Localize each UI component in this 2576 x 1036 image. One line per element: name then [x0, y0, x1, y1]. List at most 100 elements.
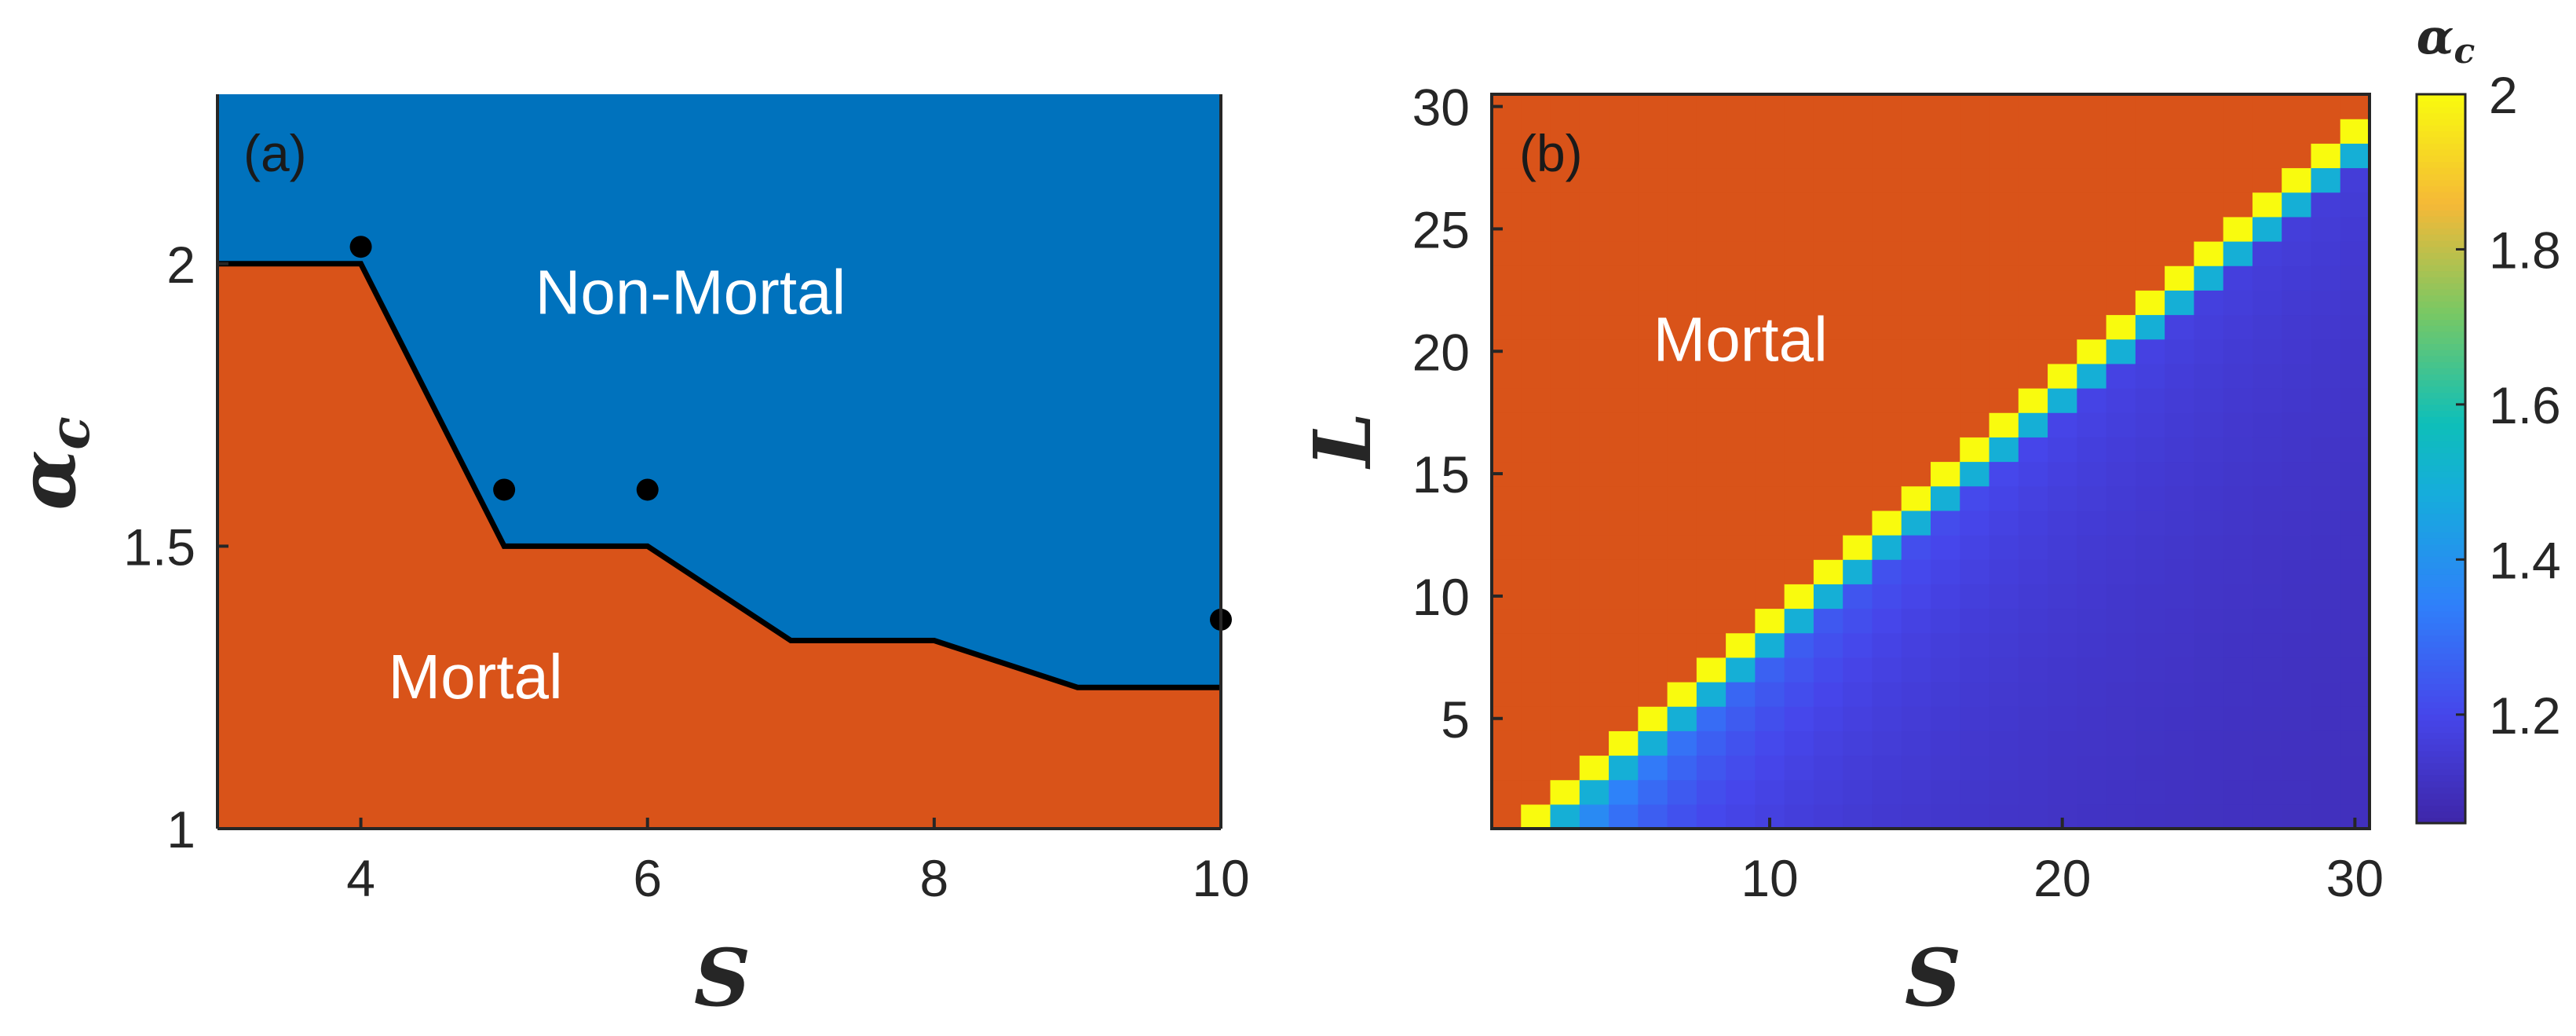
heatmap-cell — [2252, 388, 2282, 413]
colorbar-swatch — [2417, 324, 2465, 332]
heatmap-cell — [1696, 119, 1726, 144]
colorbar-swatch — [2417, 622, 2465, 630]
heatmap-cell — [1813, 608, 1843, 634]
heatmap-cell — [1521, 241, 1551, 266]
heatmap-cell — [2077, 632, 2107, 658]
heatmap-cell — [2018, 241, 2048, 266]
heatmap-cell — [2340, 265, 2370, 291]
heatmap-cell — [1521, 755, 1551, 781]
heatmap-cell — [1492, 363, 1522, 389]
heatmap-cell — [2282, 167, 2312, 193]
heatmap-cell — [2282, 608, 2312, 634]
heatmap-cell — [1755, 608, 1785, 634]
heatmap-cell — [1989, 314, 2019, 340]
heatmap-cell — [1726, 412, 1756, 437]
colorbar-swatch — [2417, 537, 2465, 545]
colorbar-swatch — [2417, 282, 2465, 290]
heatmap-cell — [1931, 167, 1960, 193]
heatmap-cell — [2018, 94, 2048, 119]
heatmap-cell — [2048, 584, 2077, 610]
heatmap-cell — [1638, 363, 1668, 389]
heatmap-cell — [1638, 461, 1668, 487]
heatmap-cell — [1843, 94, 1873, 119]
colorbar-swatch — [2417, 641, 2465, 648]
heatmap-cell — [1960, 192, 1990, 218]
heatmap-cell — [1550, 143, 1580, 169]
heatmap-cell — [1960, 584, 1990, 610]
heatmap-cell — [2194, 485, 2224, 511]
heatmap-cell — [1755, 339, 1785, 364]
heatmap-cell — [1638, 510, 1668, 536]
heatmap-cell — [2194, 388, 2224, 413]
colorbar-tick-label: 1.4 — [2489, 531, 2561, 589]
heatmap-cell — [1784, 779, 1814, 805]
panel-a-axes: 4 6 8 10 1 1.5 2 — [123, 94, 1250, 907]
x-tick-label: 8 — [919, 849, 948, 907]
heatmap-cell — [2048, 485, 2077, 511]
heatmap-cell — [1726, 461, 1756, 487]
heatmap-cell — [1667, 314, 1697, 340]
heatmap-cell — [1755, 632, 1785, 658]
heatmap-cell — [1579, 143, 1610, 169]
heatmap-cell — [1872, 608, 1902, 634]
heatmap-cell — [2282, 119, 2312, 144]
heatmap-cell — [1638, 167, 1668, 193]
heatmap-cell — [2106, 363, 2136, 389]
heatmap-cell — [2165, 755, 2194, 781]
data-point — [636, 478, 659, 501]
colorbar-swatch — [2417, 106, 2465, 114]
heatmap-cell — [1667, 119, 1697, 144]
heatmap-cell — [1989, 388, 2019, 413]
heatmap-cell — [1989, 510, 2019, 536]
heatmap-cell — [1755, 192, 1785, 218]
colorbar-swatch — [2417, 379, 2465, 387]
heatmap-cell — [1755, 730, 1785, 756]
heatmap-cell — [2311, 510, 2341, 536]
heatmap-cell — [1550, 559, 1580, 584]
heatmap-cell — [1784, 485, 1814, 511]
heatmap-cell — [1872, 755, 1902, 781]
colorbar-swatch — [2417, 209, 2465, 217]
heatmap-cell — [1813, 559, 1843, 584]
heatmap-cell — [1579, 535, 1610, 560]
heatmap-cell — [2165, 119, 2194, 144]
heatmap-cell — [1755, 437, 1785, 463]
heatmap-cell — [2252, 412, 2282, 437]
heatmap-cell — [2223, 119, 2253, 144]
heatmap-cell — [1667, 804, 1697, 829]
heatmap-cell — [1872, 535, 1902, 560]
heatmap-cell — [1638, 412, 1668, 437]
data-point — [349, 236, 372, 258]
colorbar-swatch — [2417, 477, 2465, 484]
heatmap-cell — [1784, 290, 1814, 316]
heatmap-cell — [1667, 437, 1697, 463]
heatmap-cell — [1872, 290, 1902, 316]
heatmap-cell — [2340, 559, 2370, 584]
colorbar-swatch — [2417, 482, 2465, 490]
heatmap-cell — [1579, 241, 1610, 266]
heatmap-cell — [2194, 779, 2224, 805]
heatmap-cell — [2165, 682, 2194, 707]
heatmap-cell — [1784, 510, 1814, 536]
heatmap-cell — [1521, 461, 1551, 487]
heatmap-cell — [2048, 265, 2077, 291]
heatmap-cell — [2165, 216, 2194, 242]
heatmap-cell — [1726, 535, 1756, 560]
heatmap-cell — [1726, 657, 1756, 683]
heatmap-cell — [2252, 265, 2282, 291]
heatmap-cell — [2165, 584, 2194, 610]
heatmap-cell — [2018, 314, 2048, 340]
colorbar-swatch — [2417, 659, 2465, 666]
heatmap-cell — [1550, 510, 1580, 536]
heatmap-cell — [1492, 241, 1522, 266]
heatmap-cell — [2340, 632, 2370, 658]
heatmap-cell — [2106, 167, 2136, 193]
heatmap-cell — [2340, 461, 2370, 487]
heatmap-cell — [1784, 192, 1814, 218]
heatmap-cell — [1492, 804, 1522, 829]
heatmap-cell — [1609, 388, 1639, 413]
heatmap-cell — [1989, 730, 2019, 756]
heatmap-cell — [1813, 290, 1843, 316]
heatmap-cell — [2252, 143, 2282, 169]
heatmap-cell — [1521, 657, 1551, 683]
